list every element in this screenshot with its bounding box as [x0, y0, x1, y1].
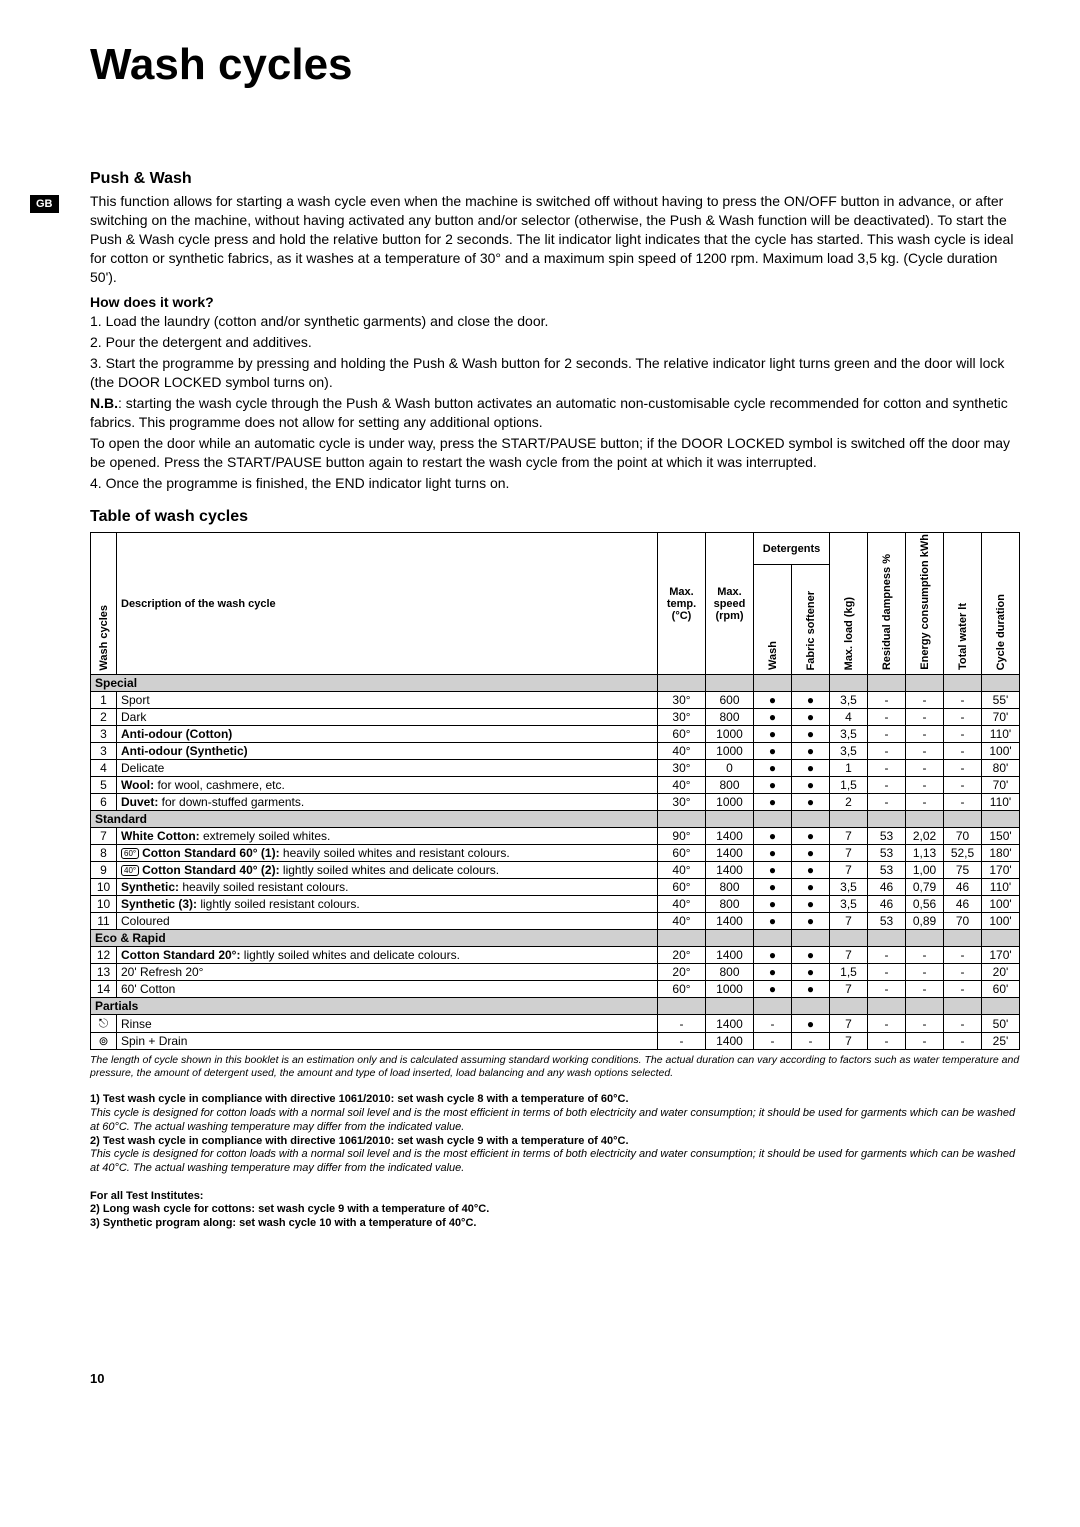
- th-water: Total water lt: [957, 603, 969, 670]
- step-2: 2. Pour the detergent and additives.: [90, 333, 1020, 352]
- step-1: 1. Load the laundry (cotton and/or synth…: [90, 312, 1020, 331]
- th-duration: Cycle duration: [995, 594, 1007, 670]
- push-wash-heading: Push & Wash: [90, 170, 1020, 188]
- table-row: ⊚Spin + Drain-1400--7---25': [91, 1033, 1020, 1050]
- table-row: 11Coloured40°1400●●7530,8970100': [91, 913, 1020, 930]
- th-detergents: Detergents: [754, 533, 830, 565]
- th-speed: Max. speed (rpm): [706, 533, 754, 675]
- table-row: 7White Cotton: extremely soiled whites.9…: [91, 828, 1020, 845]
- section-standard: Standard: [91, 811, 1020, 828]
- table-row: 860°Cotton Standard 60° (1): heavily soi…: [91, 845, 1020, 862]
- table-row: 3Anti-odour (Synthetic)40°1000●●3,5---10…: [91, 743, 1020, 760]
- push-wash-desc: This function allows for starting a wash…: [90, 192, 1020, 286]
- th-desc: Description of the wash cycle: [117, 533, 658, 675]
- section-partials: Partials: [91, 998, 1020, 1015]
- table-row: 1Sport30°600●●3,5---55': [91, 692, 1020, 709]
- table-row: 3Anti-odour (Cotton)60°1000●●3,5---110': [91, 726, 1020, 743]
- nb-text-2: To open the door while an automatic cycl…: [90, 434, 1020, 472]
- table-row: 12Cotton Standard 20°: lightly soiled wh…: [91, 947, 1020, 964]
- table-row: 4Delicate30°0●●1---80': [91, 760, 1020, 777]
- eco-icon: 40°: [121, 865, 139, 876]
- table-row: 10Synthetic (3): lightly soiled resistan…: [91, 896, 1020, 913]
- table-heading: Table of wash cycles: [90, 508, 1020, 526]
- th-softener: Fabric softener: [805, 591, 817, 670]
- eco-icon: 60°: [121, 848, 139, 859]
- th-energy: Energy consumption kWh: [919, 534, 931, 670]
- wash-cycles-table: Wash cycles Description of the wash cycl…: [90, 532, 1020, 1050]
- table-row: 940°Cotton Standard 40° (2): lightly soi…: [91, 862, 1020, 879]
- section-eco: Eco & Rapid: [91, 930, 1020, 947]
- section-special: Special: [91, 675, 1020, 692]
- th-temp: Max. temp. (°C): [658, 533, 706, 675]
- table-row: 6Duvet: for down-stuffed garments.30°100…: [91, 794, 1020, 811]
- table-row: 1460' Cotton60°1000●●7---60': [91, 981, 1020, 998]
- table-footnote: The length of cycle shown in this bookle…: [90, 1054, 1020, 1079]
- th-load: Max. load (kg): [843, 597, 855, 670]
- step-4: 4. Once the programme is finished, the E…: [90, 474, 1020, 493]
- how-heading: How does it work?: [90, 294, 1020, 310]
- nb-text: N.B.: starting the wash cycle through th…: [90, 394, 1020, 432]
- table-row: 1320' Refresh 20°20°800●●1,5---20': [91, 964, 1020, 981]
- th-wash-cycles: Wash cycles: [98, 605, 110, 671]
- table-row: 5Wool: for wool, cashmere, etc.40°800●●1…: [91, 777, 1020, 794]
- page-title: Wash cycles: [90, 40, 1020, 90]
- compliance-notes: 1) Test wash cycle in compliance with di…: [90, 1093, 1020, 1231]
- table-row: 2Dark30°800●●4---70': [91, 709, 1020, 726]
- table-row: ⎋Rinse-1400-●7---50': [91, 1015, 1020, 1033]
- th-wash: Wash: [767, 641, 779, 670]
- th-residual: Residual dampness %: [881, 554, 893, 670]
- page-number: 10: [90, 1371, 1020, 1386]
- language-badge: GB: [30, 195, 59, 213]
- nb-label: N.B.: [90, 395, 118, 411]
- step-3: 3. Start the programme by pressing and h…: [90, 354, 1020, 392]
- table-row: 10Synthetic: heavily soiled resistant co…: [91, 879, 1020, 896]
